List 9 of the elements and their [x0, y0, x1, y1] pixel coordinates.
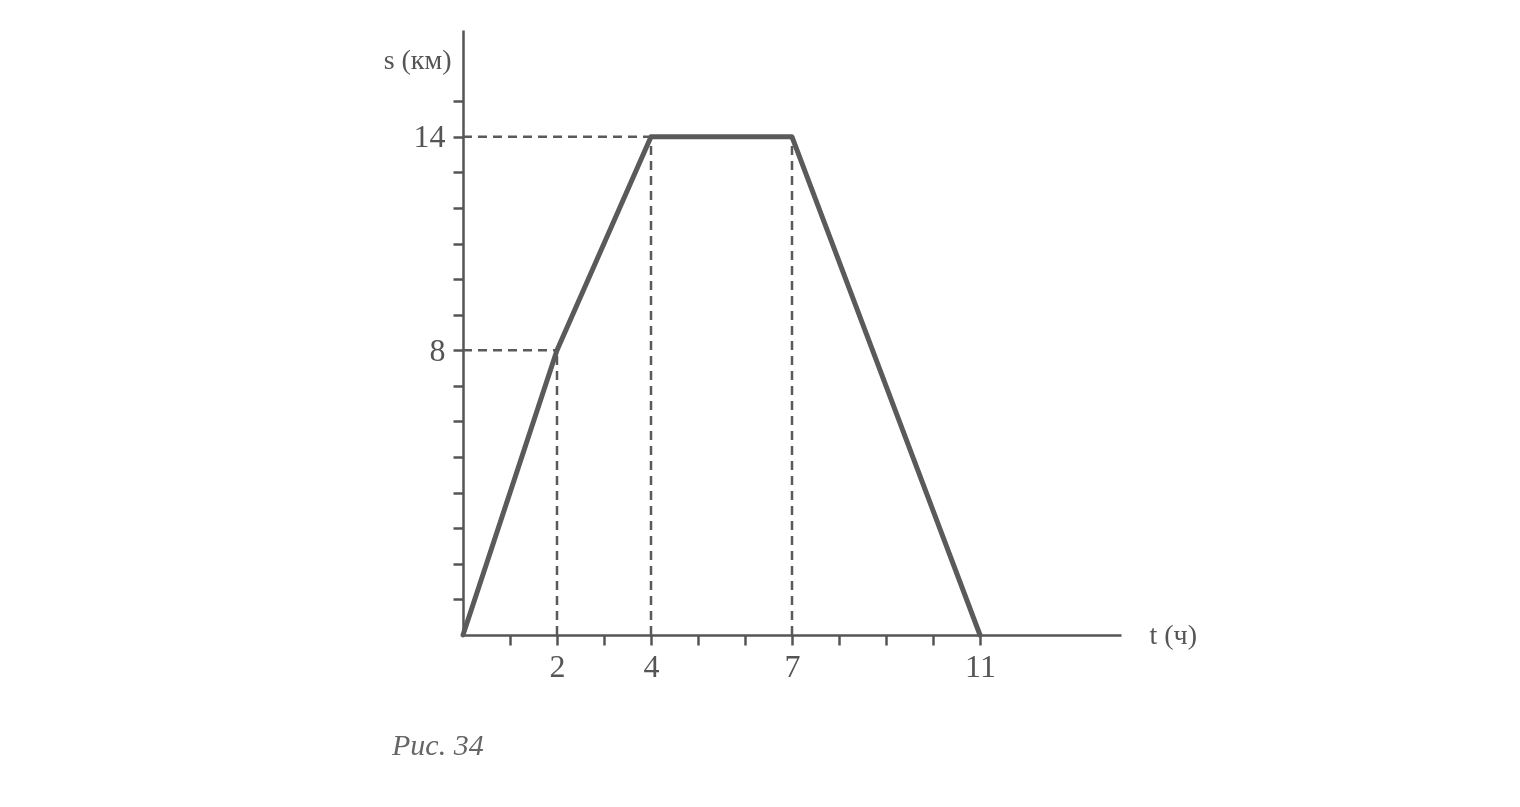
y-tick-label: 14 [413, 118, 446, 155]
x-tick-label: 7 [784, 647, 801, 684]
text: Рис. 34 [392, 728, 484, 762]
y-tick-label: 8 [429, 331, 446, 368]
x-tick-label: 2 [549, 647, 566, 684]
x-tick-label: 11 [965, 647, 996, 684]
x-tick-label: 4 [643, 647, 660, 684]
y-axis-title: s (км) [383, 43, 452, 75]
x-axis-title: t (ч) [1149, 618, 1198, 650]
